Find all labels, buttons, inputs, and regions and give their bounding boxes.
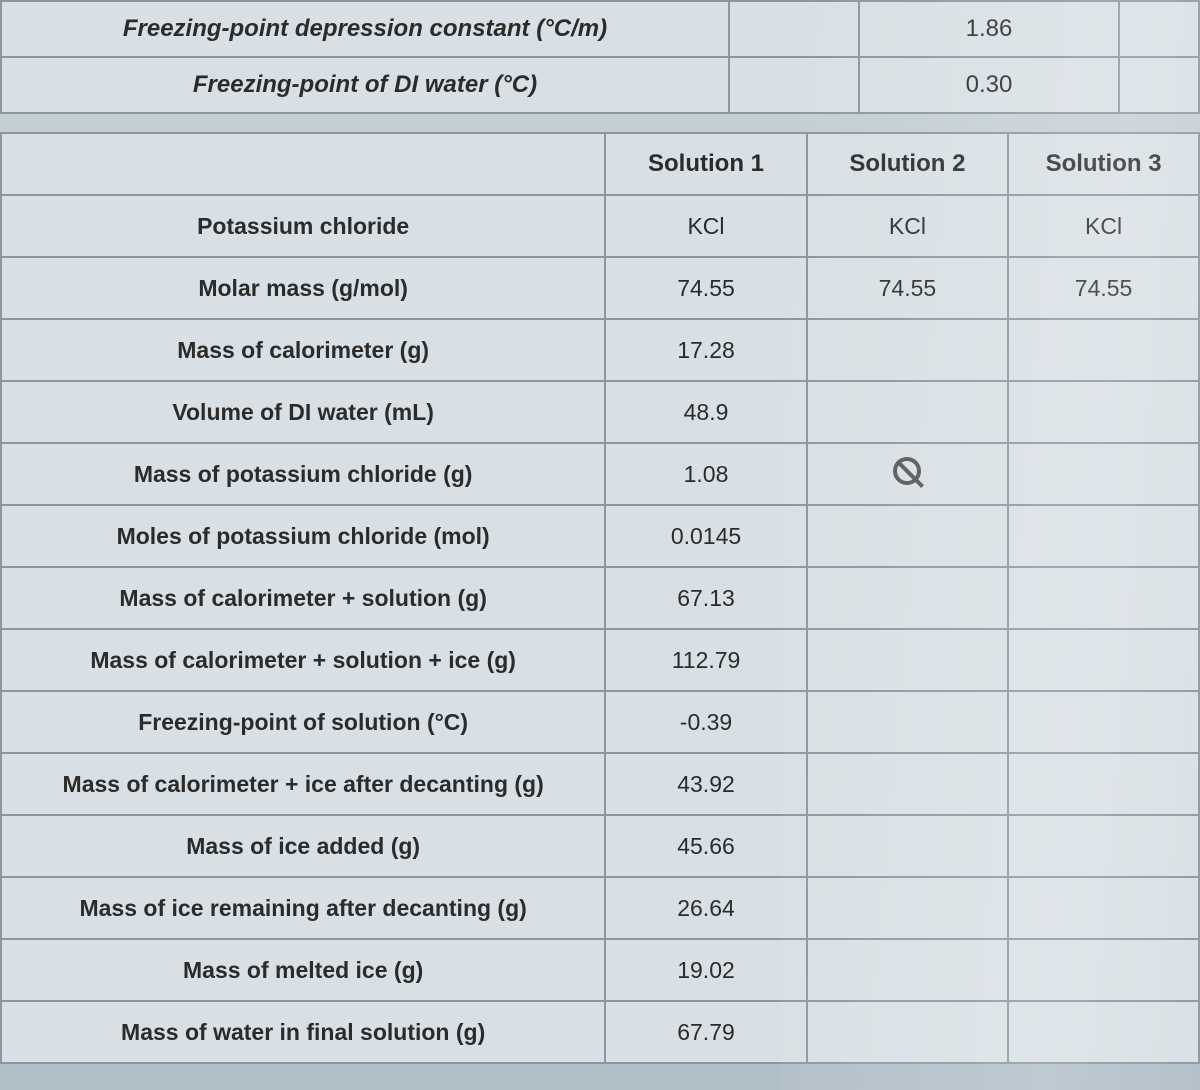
data-cell[interactable] — [807, 815, 1008, 877]
constant-label: Freezing-point depression constant (°C/m… — [1, 1, 729, 57]
data-cell[interactable]: 1.08 — [605, 443, 806, 505]
data-cell[interactable]: 112.79 — [605, 629, 806, 691]
data-cell[interactable]: 19.02 — [605, 939, 806, 1001]
constants-table: Freezing-point depression constant (°C/m… — [0, 0, 1200, 114]
table-row: Mass of ice added (g)45.66 — [1, 815, 1199, 877]
header-blank — [1, 133, 605, 195]
row-label: Mass of ice added (g) — [1, 815, 605, 877]
table-row: Mass of ice remaining after decanting (g… — [1, 877, 1199, 939]
data-cell[interactable] — [1008, 877, 1199, 939]
row-label: Freezing-point of solution (°C) — [1, 691, 605, 753]
data-cell[interactable] — [807, 505, 1008, 567]
table-gap — [0, 114, 1200, 132]
table-row: Molar mass (g/mol)74.5574.5574.55 — [1, 257, 1199, 319]
data-cell[interactable] — [1008, 691, 1199, 753]
data-cell[interactable]: 74.55 — [807, 257, 1008, 319]
table-row: Freezing-point of solution (°C)-0.39 — [1, 691, 1199, 753]
data-cell[interactable] — [807, 319, 1008, 381]
row-label: Mass of calorimeter + solution + ice (g) — [1, 629, 605, 691]
data-cell[interactable] — [807, 1001, 1008, 1063]
table-row: Freezing-point depression constant (°C/m… — [1, 1, 1199, 57]
data-cell[interactable] — [1008, 753, 1199, 815]
worksheet-page: Freezing-point depression constant (°C/m… — [0, 0, 1200, 1090]
data-cell[interactable] — [1008, 815, 1199, 877]
constant-value[interactable]: 0.30 — [859, 57, 1119, 113]
data-cell[interactable] — [1008, 1001, 1199, 1063]
data-cell[interactable] — [807, 567, 1008, 629]
data-cell[interactable] — [807, 877, 1008, 939]
table-row: Mass of calorimeter + solution (g)67.13 — [1, 567, 1199, 629]
table-row: Mass of water in final solution (g)67.79 — [1, 1001, 1199, 1063]
data-cell[interactable]: 43.92 — [605, 753, 806, 815]
data-cell[interactable]: -0.39 — [605, 691, 806, 753]
spacer-cell — [729, 57, 859, 113]
not-allowed-icon — [888, 451, 928, 491]
table-row: Mass of calorimeter + ice after decantin… — [1, 753, 1199, 815]
row-label: Molar mass (g/mol) — [1, 257, 605, 319]
data-cell[interactable] — [1008, 319, 1199, 381]
table-row: Mass of potassium chloride (g)1.08 — [1, 443, 1199, 505]
data-cell[interactable] — [1008, 443, 1199, 505]
spacer-cell — [729, 1, 859, 57]
row-label: Mass of calorimeter (g) — [1, 319, 605, 381]
table-row: Mass of melted ice (g)19.02 — [1, 939, 1199, 1001]
data-cell[interactable] — [807, 443, 1008, 505]
data-cell[interactable] — [1008, 381, 1199, 443]
row-label: Mass of melted ice (g) — [1, 939, 605, 1001]
data-cell[interactable] — [1008, 505, 1199, 567]
solutions-table: Solution 1 Solution 2 Solution 3 Potassi… — [0, 132, 1200, 1064]
data-cell[interactable] — [807, 381, 1008, 443]
table-row: Volume of DI water (mL)48.9 — [1, 381, 1199, 443]
row-label: Mass of calorimeter + solution (g) — [1, 567, 605, 629]
data-cell[interactable]: 74.55 — [605, 257, 806, 319]
table-row: Mass of calorimeter + solution + ice (g)… — [1, 629, 1199, 691]
data-cell[interactable]: 45.66 — [605, 815, 806, 877]
row-label: Mass of calorimeter + ice after decantin… — [1, 753, 605, 815]
data-cell[interactable]: 17.28 — [605, 319, 806, 381]
header-sol3: Solution 3 — [1008, 133, 1199, 195]
data-cell[interactable]: 67.79 — [605, 1001, 806, 1063]
data-cell[interactable]: KCl — [605, 195, 806, 257]
data-cell[interactable] — [1008, 567, 1199, 629]
data-cell[interactable]: KCl — [1008, 195, 1199, 257]
constant-value[interactable]: 1.86 — [859, 1, 1119, 57]
table-row: Potassium chlorideKClKClKCl — [1, 195, 1199, 257]
data-cell[interactable]: 74.55 — [1008, 257, 1199, 319]
data-cell[interactable]: 26.64 — [605, 877, 806, 939]
data-cell[interactable]: 48.9 — [605, 381, 806, 443]
data-cell[interactable] — [807, 691, 1008, 753]
data-cell[interactable]: 0.0145 — [605, 505, 806, 567]
table-row: Freezing-point of DI water (°C) 0.30 — [1, 57, 1199, 113]
data-cell[interactable] — [807, 753, 1008, 815]
row-label: Moles of potassium chloride (mol) — [1, 505, 605, 567]
data-cell[interactable]: KCl — [807, 195, 1008, 257]
data-cell[interactable] — [807, 629, 1008, 691]
table-row: Moles of potassium chloride (mol)0.0145 — [1, 505, 1199, 567]
data-cell[interactable] — [1008, 939, 1199, 1001]
row-label: Mass of water in final solution (g) — [1, 1001, 605, 1063]
data-cell[interactable]: 67.13 — [605, 567, 806, 629]
header-row: Solution 1 Solution 2 Solution 3 — [1, 133, 1199, 195]
row-label: Volume of DI water (mL) — [1, 381, 605, 443]
table-row: Mass of calorimeter (g)17.28 — [1, 319, 1199, 381]
data-cell[interactable] — [807, 939, 1008, 1001]
header-sol1: Solution 1 — [605, 133, 806, 195]
row-label: Potassium chloride — [1, 195, 605, 257]
header-sol2: Solution 2 — [807, 133, 1008, 195]
row-label: Mass of ice remaining after decanting (g… — [1, 877, 605, 939]
row-label: Mass of potassium chloride (g) — [1, 443, 605, 505]
data-cell[interactable] — [1008, 629, 1199, 691]
trailing-cell — [1119, 1, 1199, 57]
trailing-cell — [1119, 57, 1199, 113]
constant-label: Freezing-point of DI water (°C) — [1, 57, 729, 113]
